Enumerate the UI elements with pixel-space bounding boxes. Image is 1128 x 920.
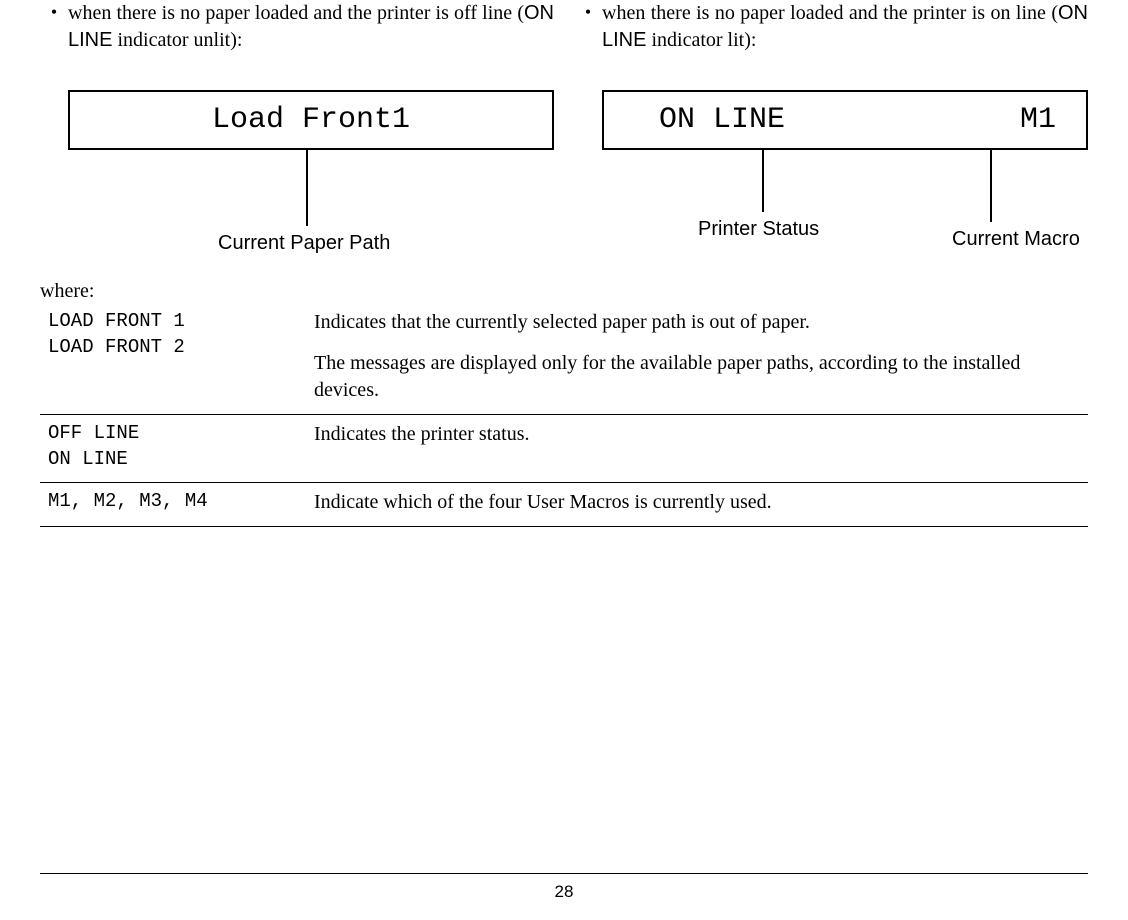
callout-line [306, 150, 308, 226]
callout-label-printer-status: Printer Status [698, 218, 819, 241]
bullet-text-right: when there is no paper loaded and the pr… [602, 0, 1088, 54]
callouts-left: Current Paper Path [68, 150, 554, 270]
term-cell: LOAD FRONT 1 LOAD FRONT 2 [40, 303, 306, 415]
where-label: where: [40, 280, 1088, 303]
desc-cell: Indicates the printer status. [306, 415, 1088, 483]
lcd-text: Load Front1 [70, 103, 552, 137]
callouts-right: Printer Status Current Macro [602, 150, 1088, 270]
callout-line [990, 150, 992, 222]
table-row: M1, M2, M3, M4 Indicate which of the fou… [40, 483, 1088, 527]
table-row: OFF LINE ON LINE Indicates the printer s… [40, 415, 1088, 483]
table-row: LOAD FRONT 1 LOAD FRONT 2 Indicates that… [40, 303, 1088, 415]
lcd-text-status: ON LINE [659, 103, 785, 137]
desc-cell: Indicates that the currently selected pa… [306, 303, 1088, 415]
bullet-text-left: when there is no paper loaded and the pr… [68, 0, 554, 54]
bullet-dot: • [40, 0, 68, 23]
desc-line: The messages are displayed only for the … [314, 350, 1080, 404]
desc-cell: Indicate which of the four User Macros i… [306, 483, 1088, 527]
callout-label-paper-path: Current Paper Path [218, 232, 390, 255]
desc-line: Indicates that the currently selected pa… [314, 309, 1080, 336]
bullet-item-left: • when there is no paper loaded and the … [40, 0, 554, 54]
text-part: indicator unlit): [112, 29, 242, 51]
callout-label-current-macro: Current Macro [952, 228, 1080, 251]
term-cell: M1, M2, M3, M4 [40, 483, 306, 527]
bullet-item-right: • when there is no paper loaded and the … [574, 0, 1088, 54]
text-part: when there is no paper loaded and the pr… [68, 2, 524, 24]
bullet-dot: • [574, 0, 602, 23]
callout-line [762, 150, 764, 212]
term-cell: OFF LINE ON LINE [40, 415, 306, 483]
page-number: 28 [0, 882, 1128, 902]
lcd-text-macro: M1 [1020, 103, 1056, 137]
lcd-display-left: Load Front1 [68, 90, 554, 150]
definitions-table: LOAD FRONT 1 LOAD FRONT 2 Indicates that… [40, 303, 1088, 527]
footer-rule [40, 873, 1088, 874]
text-part: indicator lit): [646, 29, 756, 51]
lcd-display-right: ON LINE M1 [602, 90, 1088, 150]
text-part: when there is no paper loaded and the pr… [602, 2, 1058, 24]
